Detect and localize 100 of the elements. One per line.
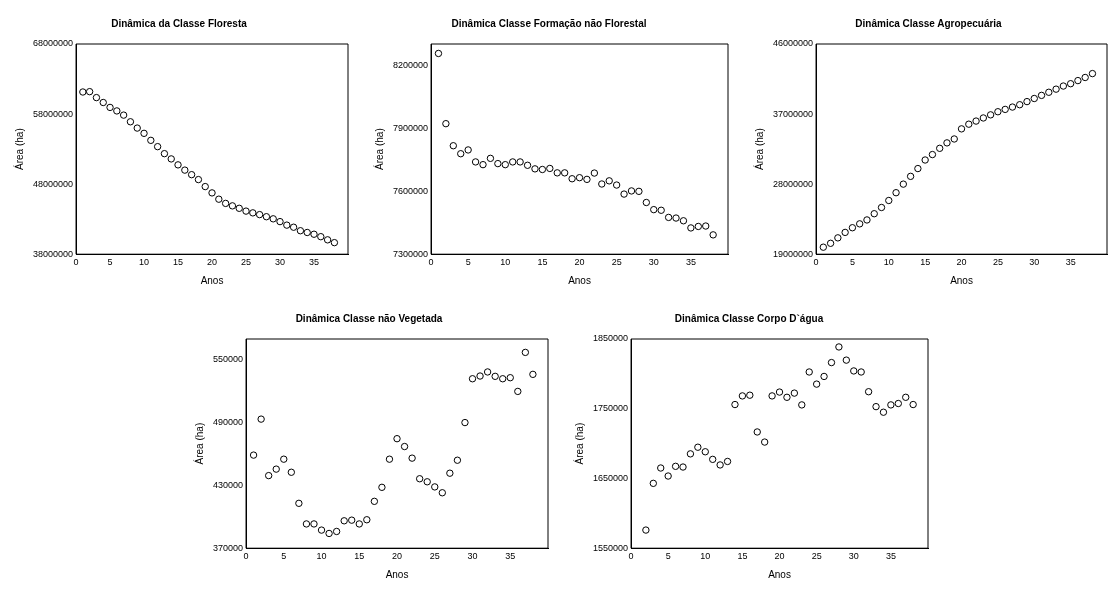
x-tick-label: 25 (241, 257, 252, 268)
point (483, 368, 492, 376)
point (126, 118, 135, 126)
point (506, 374, 514, 382)
point (936, 144, 944, 153)
point (303, 228, 311, 237)
x-tick-label: 0 (628, 551, 634, 562)
y-axis-title: Área (ha) (372, 128, 385, 170)
x-tick-label: 25 (611, 257, 622, 268)
point (523, 161, 532, 169)
x-tick-label: 15 (173, 257, 184, 268)
point (842, 356, 851, 364)
x-tick-label: 0 (428, 257, 434, 268)
point (355, 520, 363, 528)
x-axis-title: Anos (385, 568, 409, 580)
point (909, 400, 917, 409)
point (753, 428, 761, 436)
point (468, 375, 477, 383)
point (106, 103, 114, 112)
point (471, 158, 480, 166)
x-tick-label: 10 (316, 551, 327, 562)
point (671, 462, 680, 471)
y-tick-label: 7900000 (392, 122, 429, 133)
point (657, 464, 665, 472)
y-tick-label: 370000 (212, 542, 244, 553)
point (819, 243, 828, 251)
point (453, 456, 462, 464)
point (694, 443, 702, 451)
point (242, 207, 250, 215)
point (415, 475, 424, 483)
point (269, 215, 277, 223)
x-tick-label: 30 (467, 551, 478, 562)
point (113, 107, 121, 115)
x-tick-label: 10 (883, 257, 894, 268)
point (885, 196, 893, 205)
x-tick-label: 0 (73, 257, 79, 268)
point (746, 391, 754, 399)
y-tick-label: 58000000 (33, 108, 74, 119)
point (255, 210, 264, 219)
x-tick-label: 10 (500, 257, 511, 268)
point (287, 468, 296, 476)
point (325, 529, 333, 538)
x-tick-label: 5 (281, 551, 287, 562)
point (798, 401, 806, 409)
point (835, 343, 843, 351)
x-axis-title: Anos (950, 274, 973, 286)
x-tick-label: 35 (1065, 257, 1076, 268)
point (605, 177, 613, 185)
point (160, 149, 169, 158)
point (892, 189, 900, 197)
point (509, 158, 517, 166)
point (921, 156, 929, 164)
y-tick-label: 1650000 (592, 472, 629, 483)
point (446, 469, 454, 477)
point (538, 165, 547, 174)
point (1059, 82, 1068, 90)
point (449, 142, 458, 150)
point (249, 451, 258, 459)
point (323, 236, 332, 244)
chart-title: Dinâmica da Classe Floresta (111, 17, 248, 29)
point (709, 455, 717, 464)
point (863, 216, 871, 224)
point (92, 93, 101, 102)
point (187, 170, 196, 179)
y-tick-label: 7300000 (392, 248, 429, 259)
chart-title: Dinâmica Classe Agropecuária (855, 17, 1003, 29)
y-tick-label: 48000000 (33, 178, 74, 189)
point (848, 224, 857, 232)
point (827, 358, 836, 367)
x-tick-label: 25 (992, 257, 1003, 268)
point (642, 198, 651, 207)
point (612, 181, 621, 189)
x-axis-title: Anos (200, 274, 224, 286)
point (870, 210, 878, 218)
point (201, 182, 209, 191)
point (723, 457, 732, 466)
y-tick-label: 1550000 (592, 542, 629, 553)
point (457, 150, 465, 158)
point (348, 516, 356, 524)
point (650, 205, 658, 214)
point (264, 471, 273, 480)
y-axis-title: Área (ha) (192, 422, 205, 465)
x-tick-label: 5 (665, 551, 671, 562)
point (857, 368, 865, 376)
point (276, 217, 284, 226)
point (310, 520, 318, 528)
point (887, 401, 895, 409)
x-tick-label: 20 (207, 257, 218, 268)
point (228, 202, 237, 210)
y-tick-label: 1850000 (592, 333, 629, 344)
chart-title: Dinâmica Classe Corpo D`água (674, 312, 824, 324)
point (501, 160, 509, 169)
point (499, 375, 507, 383)
point (864, 388, 873, 396)
point (99, 98, 107, 107)
point (855, 220, 864, 228)
point (812, 380, 821, 388)
point (1008, 103, 1017, 111)
point (431, 483, 439, 491)
point (694, 222, 702, 231)
